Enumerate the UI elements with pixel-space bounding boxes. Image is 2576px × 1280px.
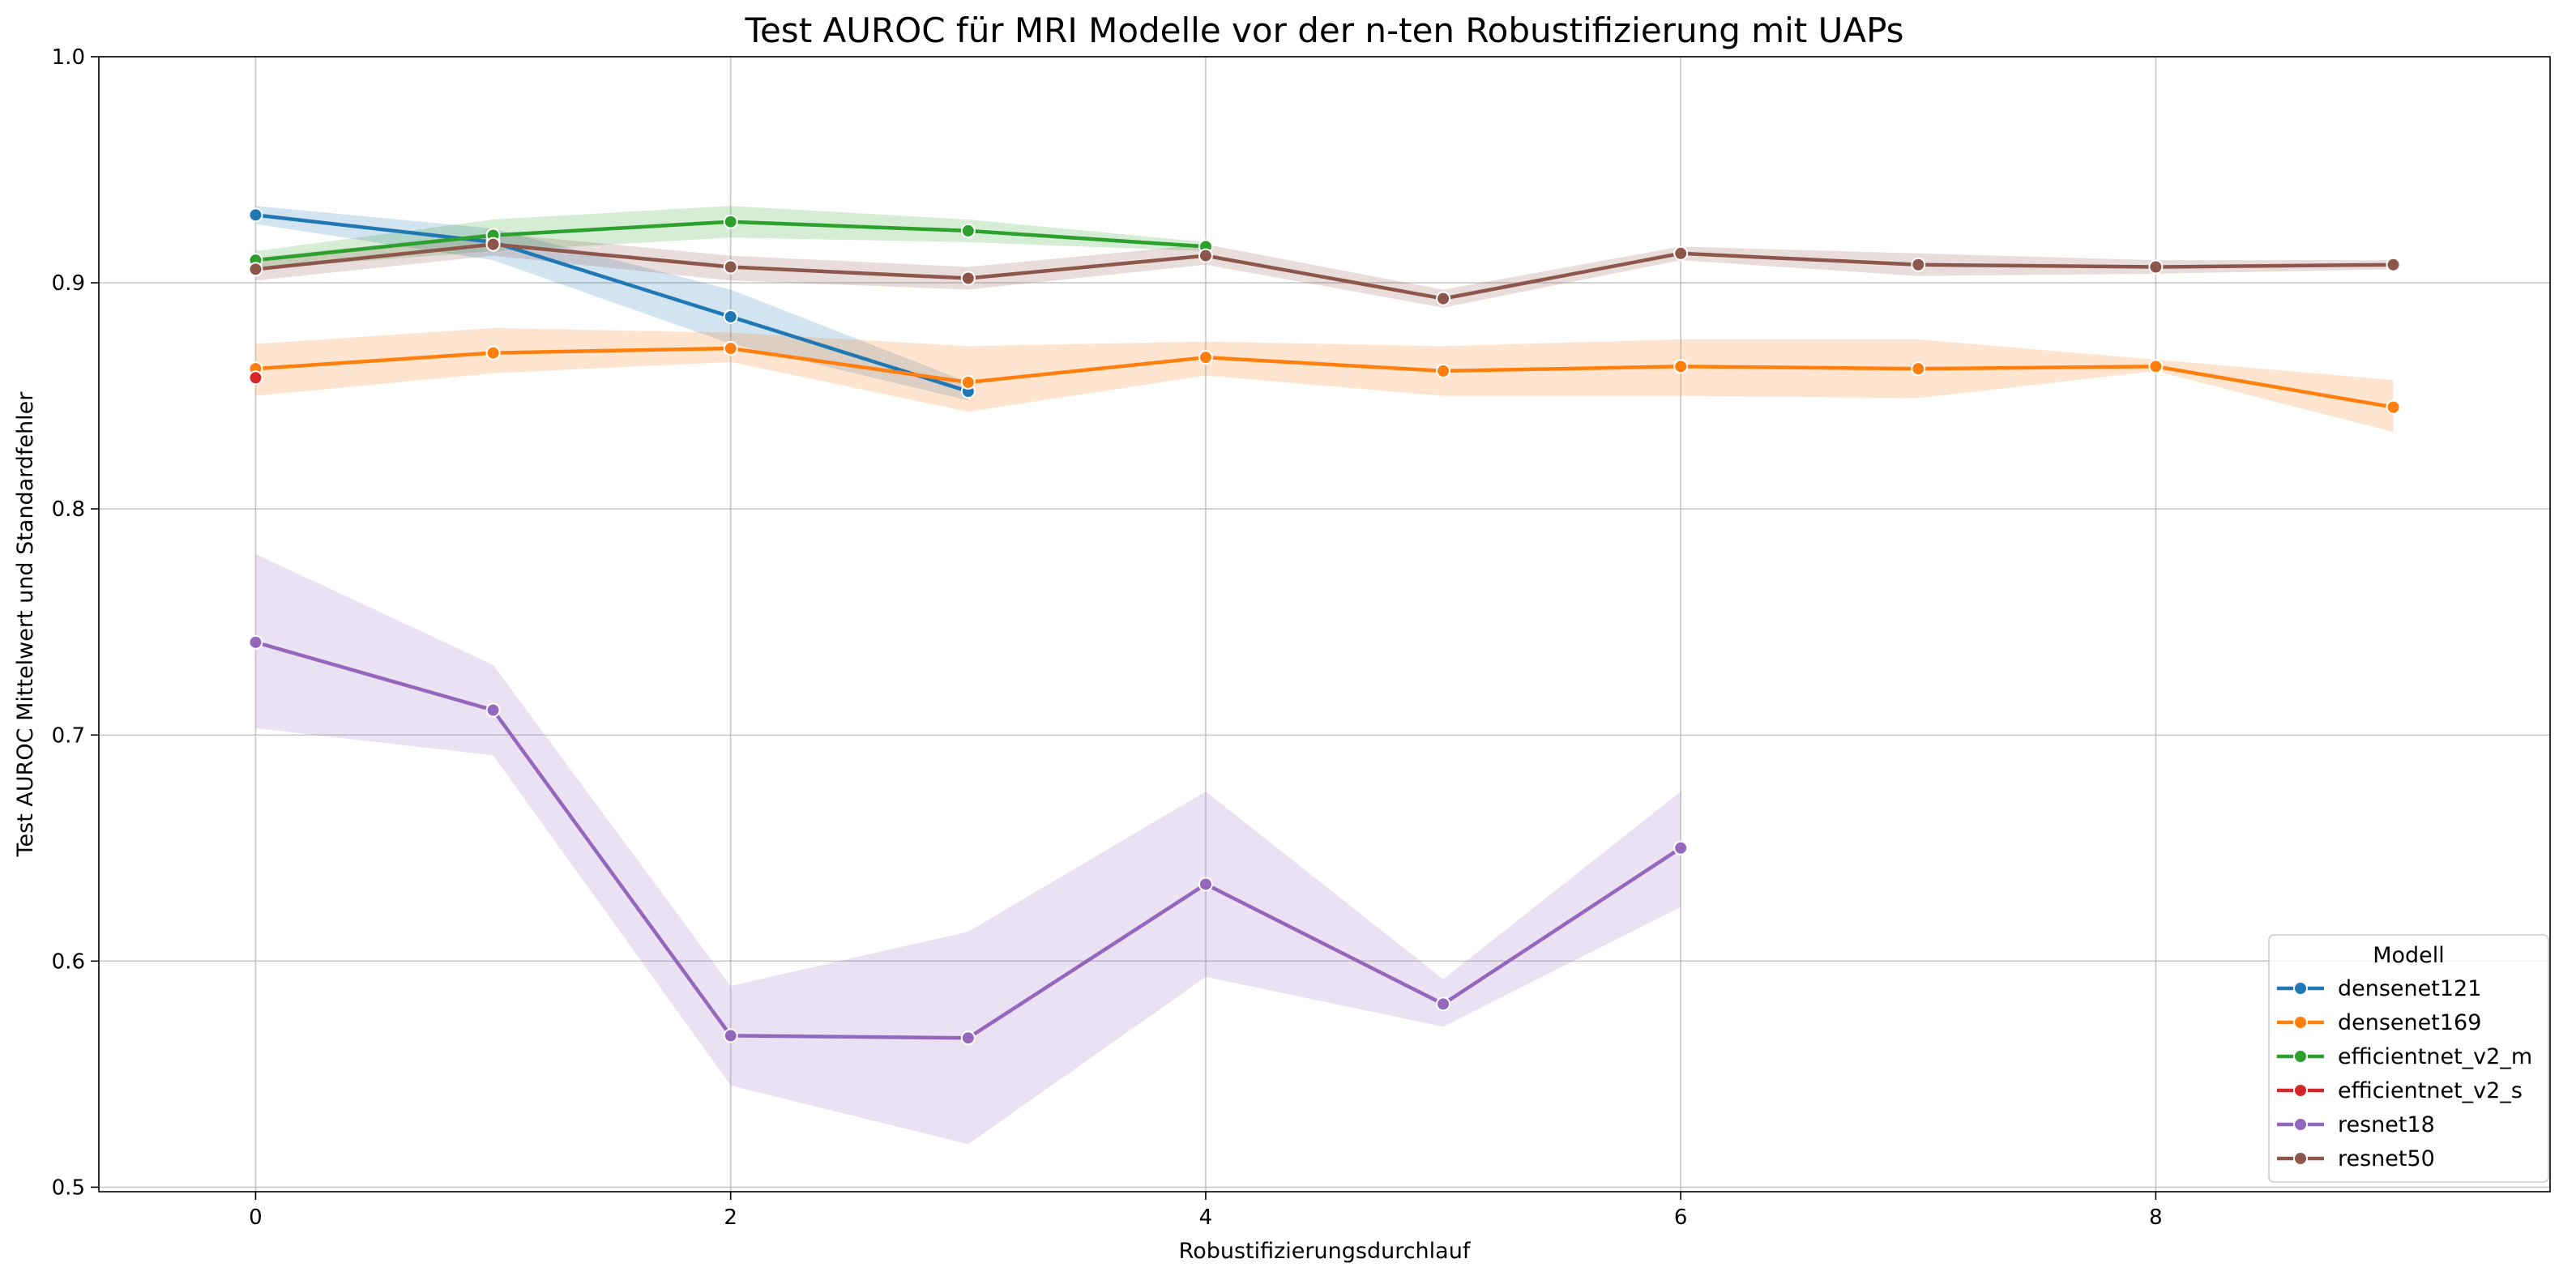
data-point-densenet169 <box>960 374 976 390</box>
data-point-densenet169 <box>723 341 738 356</box>
axis-ticks: 0 2 4 6 8 0.5 0.6 0.7 0.8 0.9 1.0 <box>52 45 2163 1230</box>
data-point-resnet50 <box>248 262 263 277</box>
data-point-resnet18 <box>485 702 501 718</box>
y-tick-label: 0.5 <box>52 1175 85 1200</box>
data-point-densenet169 <box>485 345 501 361</box>
x-tick-label: 0 <box>249 1205 263 1230</box>
series-line-densenet169 <box>254 346 2395 409</box>
data-point-densenet121 <box>248 207 263 223</box>
error-band-densenet121 <box>255 206 968 401</box>
error-band-resnet18 <box>255 553 1681 1145</box>
legend-label-densenet169: densenet169 <box>2338 1010 2481 1035</box>
data-point-densenet169 <box>2148 359 2164 374</box>
legend-box <box>2268 934 2549 1183</box>
error-band-efficientnet_v2_m <box>255 206 1206 270</box>
series-line-resnet50 <box>254 242 2395 301</box>
data-point-densenet121 <box>723 309 738 324</box>
data-point-efficientnet_v2_m <box>723 214 738 229</box>
x-tick-label: 2 <box>724 1205 737 1230</box>
data-point-resnet50 <box>1673 245 1689 261</box>
y-tick-label: 0.8 <box>52 497 85 522</box>
legend-title: Modell <box>2373 943 2445 968</box>
data-point-resnet50 <box>2386 257 2401 272</box>
data-point-densenet169 <box>1911 361 1926 377</box>
data-point-resnet50 <box>1911 257 1926 272</box>
y-tick-label: 0.7 <box>52 723 85 748</box>
error-bands <box>255 206 2394 1145</box>
data-point-resnet18 <box>1198 877 1213 892</box>
x-tick-label: 4 <box>1199 1205 1213 1230</box>
legend-label-efficientnet_v2_s: efficientnet_v2_s <box>2338 1078 2523 1103</box>
legend-label-efficientnet_v2_m: efficientnet_v2_m <box>2338 1044 2532 1069</box>
legend-label-resnet50: resnet50 <box>2338 1146 2435 1171</box>
data-point-densenet169 <box>2386 399 2401 415</box>
legend-marker-densenet169 <box>2293 1015 2308 1030</box>
data-point-efficientnet_v2_m <box>960 223 976 238</box>
series-points <box>248 207 2401 1046</box>
legend-marker-efficientnet_v2_m <box>2293 1049 2308 1064</box>
data-point-resnet18 <box>248 634 263 650</box>
legend-label-resnet18: resnet18 <box>2338 1112 2435 1137</box>
data-point-resnet50 <box>1436 291 1451 306</box>
data-point-resnet18 <box>1673 840 1689 855</box>
x-axis-label: Robustifizierungsdurchlauf <box>1179 1239 1472 1264</box>
plot-frame <box>98 56 2551 1193</box>
y-tick-label: 0.9 <box>52 271 85 296</box>
legend-marker-resnet50 <box>2293 1151 2308 1166</box>
legend-label-densenet121: densenet121 <box>2338 976 2481 1001</box>
data-point-resnet18 <box>960 1030 976 1046</box>
data-point-densenet169 <box>1673 359 1689 374</box>
data-point-densenet169 <box>1198 350 1213 365</box>
data-point-resnet18 <box>723 1028 738 1043</box>
chart-title: Test AUROC für MRI Modelle vor der n-ten… <box>744 11 1903 50</box>
series-line-densenet121 <box>254 213 971 394</box>
y-tick-label: 0.6 <box>52 949 85 974</box>
data-point-resnet50 <box>1198 248 1213 263</box>
x-tick-label: 6 <box>1674 1205 1688 1230</box>
data-point-resnet18 <box>1436 996 1451 1012</box>
data-point-resnet50 <box>485 237 501 252</box>
legend: Modell densenet121 densenet169 efficientnet… <box>2268 934 2549 1183</box>
x-tick-label: 8 <box>2149 1205 2163 1230</box>
data-point-densenet169 <box>1436 363 1451 378</box>
data-point-resnet50 <box>723 259 738 275</box>
y-tick-label: 1.0 <box>52 45 85 70</box>
data-point-efficientnet_v2_s <box>248 370 263 386</box>
data-point-resnet50 <box>960 271 976 286</box>
error-band-densenet169 <box>255 327 2394 433</box>
data-point-resnet50 <box>2148 259 2164 275</box>
legend-marker-resnet18 <box>2293 1117 2308 1132</box>
y-axis-label: Test AUROC Mittelwert und Standardfehler <box>13 391 38 858</box>
error-band-resnet50 <box>255 233 2394 308</box>
legend-marker-densenet121 <box>2293 981 2308 996</box>
legend-marker-efficientnet_v2_s <box>2293 1083 2308 1098</box>
